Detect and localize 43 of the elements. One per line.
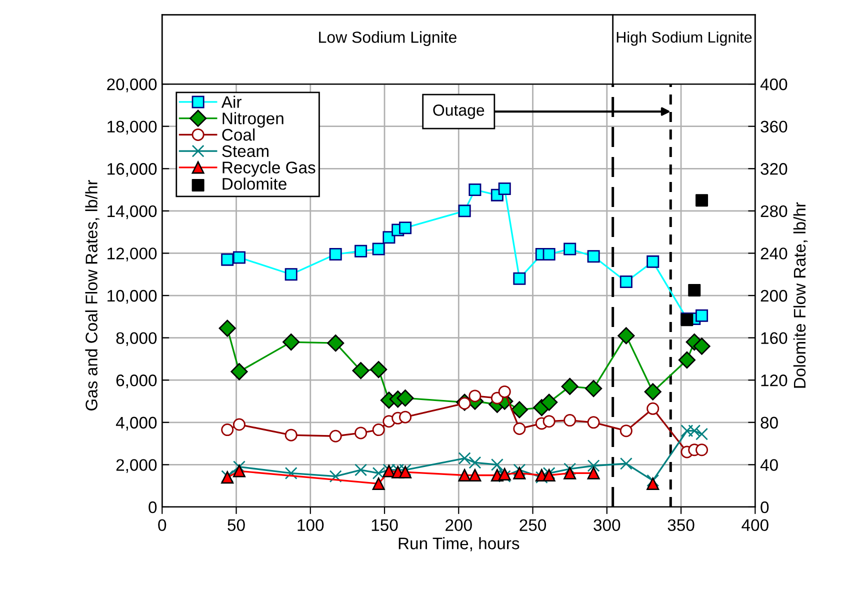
x-tick-label: 350	[668, 519, 694, 532]
annotation: Outage	[433, 104, 484, 119]
legend-label: Steam	[222, 145, 268, 158]
text: Low Sodium Lignite	[319, 31, 456, 46]
y2-tick-label: 240	[760, 248, 788, 260]
y-tick-label: 12,000	[108, 248, 157, 262]
y2-tick-label: 160	[761, 332, 788, 344]
legend-label: Nitrogen	[222, 112, 284, 128]
x-tick-label: 250	[520, 519, 546, 532]
y2-tick-label: 360	[760, 120, 788, 133]
x-tick-label: 100	[298, 519, 324, 532]
x-tick-label: 400	[742, 519, 768, 532]
text: High Sodium Lignite	[616, 31, 752, 46]
y-tick-label: 20,000	[107, 78, 157, 92]
y-tick-label: 16,000	[108, 163, 157, 177]
y2-tick-label: 280	[760, 205, 788, 218]
x-tick-label: 200	[446, 519, 472, 532]
y-tick-label: 10,000	[108, 290, 157, 304]
y2-tick-label: 120	[761, 374, 788, 386]
y-tick-label: 4,000	[116, 416, 157, 431]
y-tick-label: 14,000	[108, 205, 157, 220]
legend-label: Recycle Gas	[222, 161, 316, 177]
y2-axis-title: Dolomite Flow Rate, lb/hr	[793, 202, 808, 388]
legend-label: Dolomite	[222, 178, 286, 190]
y2-tick-label: 400	[760, 78, 788, 90]
y2-tick-label: 200	[760, 290, 788, 302]
y-tick-label: 18,000	[108, 120, 157, 135]
y2-tick-label: 40	[760, 459, 778, 471]
legend-label: Coal	[222, 128, 255, 141]
y2-tick-label: 0	[760, 501, 769, 514]
x-tick-label: 300	[594, 519, 620, 532]
y-tick-label: 2,000	[116, 459, 157, 473]
y-tick-label: 0	[148, 501, 157, 514]
legend-label: Air	[221, 96, 242, 108]
x-tick-label: 50	[228, 519, 245, 532]
x-tick-label: 0	[158, 519, 166, 532]
y-axis-title: Gas and Coal Flow Rates, lb/hr	[85, 180, 100, 410]
x-tick-label: 150	[372, 519, 398, 532]
y2-tick-label: 320	[760, 163, 788, 175]
x-axis-title: Run Time, hours	[398, 537, 520, 552]
y-tick-label: 8,000	[116, 332, 157, 346]
y-tick-label: 6,000	[116, 374, 157, 388]
y2-tick-label: 80	[760, 416, 778, 429]
